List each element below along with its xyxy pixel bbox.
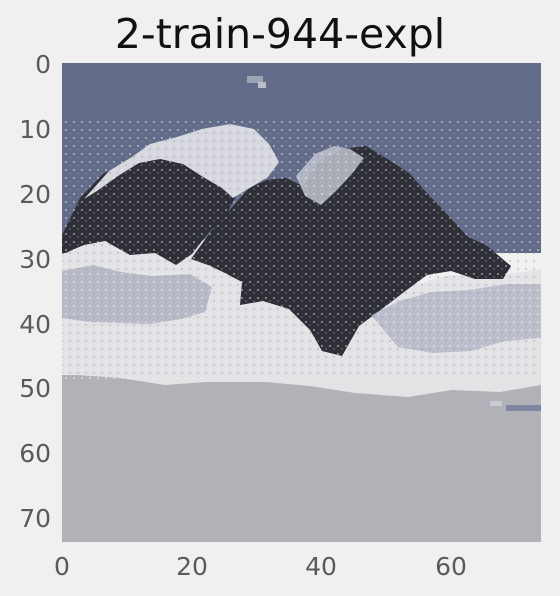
x-tick-20: 20 [176, 552, 208, 581]
small-drift-right [506, 405, 541, 411]
x-axis-ticks: 0 20 40 60 [54, 552, 467, 581]
texture-overlay-peaks [62, 120, 541, 380]
y-tick-40: 40 [19, 310, 51, 339]
small-drift-right-2 [490, 401, 502, 406]
small-cloud-top [247, 76, 263, 83]
small-cloud-top-2 [258, 82, 266, 88]
heatmap-image [62, 63, 541, 542]
x-tick-40: 40 [305, 552, 337, 581]
y-tick-10: 10 [19, 115, 51, 144]
y-tick-20: 20 [19, 180, 51, 209]
x-tick-60: 60 [435, 552, 467, 581]
y-tick-30: 30 [19, 245, 51, 274]
y-tick-70: 70 [19, 504, 51, 533]
y-axis-ticks: 0 10 20 30 40 50 60 70 [19, 50, 51, 533]
figure-title: 2-train-944-expl [114, 10, 446, 58]
y-tick-60: 60 [19, 439, 51, 468]
x-tick-0: 0 [54, 552, 70, 581]
y-tick-50: 50 [19, 374, 51, 403]
y-tick-0: 0 [35, 50, 51, 79]
water-region [62, 375, 541, 542]
